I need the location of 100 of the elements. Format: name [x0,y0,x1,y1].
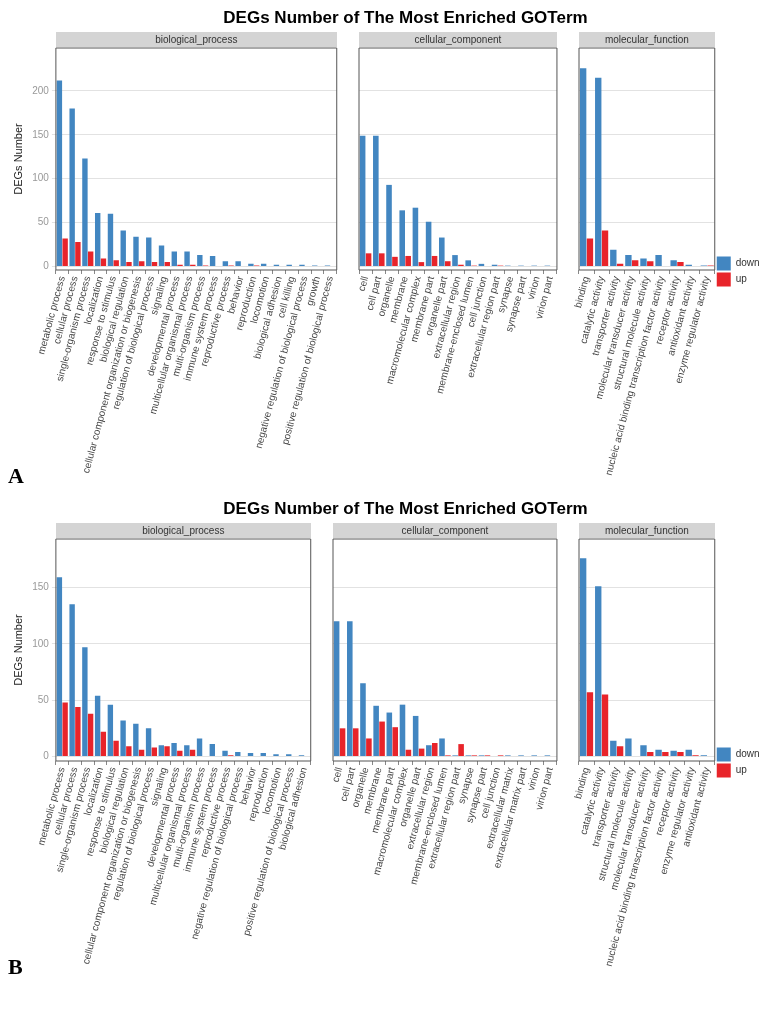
y-axis-title: DEGs Number [11,122,24,195]
bar [75,241,81,266]
bar [133,236,139,266]
bar [685,749,692,756]
y-tick-label: 0 [43,750,50,762]
bar [146,237,152,266]
bar [197,255,203,266]
text: DEGs Number of The Most Enriched GOTerm [222,499,589,520]
bar [75,706,81,756]
bar [260,753,266,756]
bar [139,261,145,266]
bar [151,262,158,266]
legend-label: up [735,764,748,776]
bar [431,742,438,756]
y-tick-label: 0 [43,260,50,272]
bar [366,738,372,756]
x-tick-label: binding [572,765,592,800]
bar [677,751,684,756]
y-tick-label: 50 [37,693,50,705]
bar [373,135,379,266]
bar [94,695,101,756]
y-axis-title: DEGs Number [11,613,24,686]
bar [339,728,346,756]
bar [209,744,215,756]
bar [133,723,139,756]
bar [87,251,94,266]
bar [458,744,464,756]
bar [107,704,114,756]
bar [386,184,392,266]
bar [69,108,75,266]
bar [62,702,68,756]
bar [100,731,107,756]
bar [444,261,451,266]
bar [670,750,677,756]
bar [82,647,88,756]
y-tick-label: 150 [32,128,50,140]
y-tick-label: 50 [37,216,50,228]
bar [248,263,254,266]
bar [62,238,68,266]
bar [670,260,677,266]
bar [439,738,445,756]
chart-subtitle: molecular_function [579,523,715,538]
bar [347,621,353,756]
x-tick-label: cell [355,274,371,293]
chart-subtitle: biological_process [55,32,337,47]
bar [640,258,647,266]
bar [625,255,632,266]
bar [222,750,228,756]
chart-subtitle: cellular_component [359,32,557,47]
y-tick-label: 100 [32,172,50,184]
bar [171,742,177,756]
bar [601,230,609,266]
bar [184,251,190,266]
bar [412,715,419,756]
bar [171,251,177,266]
bar [647,261,654,266]
bar [373,705,379,756]
bar [399,210,406,266]
bar [677,262,684,266]
bar [120,720,126,756]
bar [333,621,340,756]
x-tick-label: binding [572,274,592,309]
bar [164,262,170,266]
bar [662,751,669,756]
bar [126,746,132,756]
bar [610,249,617,266]
bar [352,728,359,756]
bar [184,745,190,756]
bar [392,727,399,756]
bar [360,683,366,756]
bar [655,255,662,266]
bar [595,77,602,266]
text: B [8,954,23,980]
bar [158,745,165,756]
bar [610,740,617,756]
bar [452,255,458,266]
text: A [8,463,24,489]
bar [640,745,647,756]
bar [378,253,385,266]
bar [579,68,587,266]
bar [158,245,165,266]
x-tick-label: cell [329,765,345,784]
bar [120,230,126,266]
bar [439,237,445,266]
bar [586,692,594,756]
bar [616,746,624,756]
text: DEGs Number of The Most Enriched GOTerm [222,8,589,29]
bar [426,745,432,756]
bar [595,586,602,756]
bar [365,253,372,266]
legend-label: down [735,257,760,269]
y-tick-label: 150 [32,581,50,593]
bar [601,694,609,756]
bar [95,212,101,266]
bar [235,751,241,756]
bar [145,728,152,756]
bar [379,721,385,756]
bar [392,256,398,266]
bar [69,604,75,756]
bar [164,746,170,756]
